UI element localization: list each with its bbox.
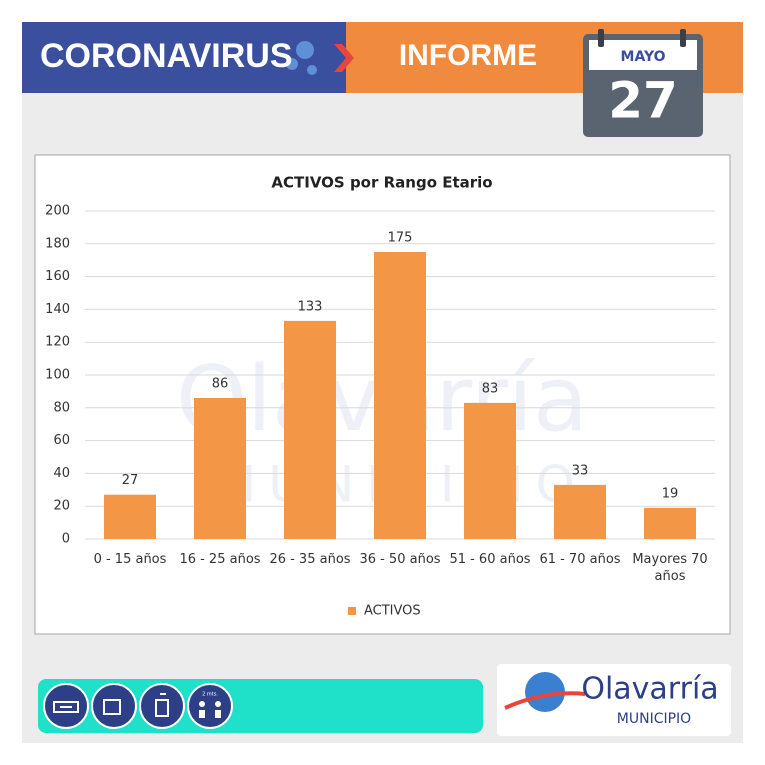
x-tick-label: 26 - 35 años <box>269 552 351 567</box>
bar <box>374 252 426 539</box>
calendar-month: MAYO <box>621 49 666 65</box>
x-tick-label: 16 - 25 años <box>179 552 261 567</box>
legend-label: ACTIVOS <box>364 604 421 619</box>
x-tick-label: 51 - 60 años <box>449 552 531 567</box>
y-tick-label: 80 <box>53 400 70 415</box>
bar <box>104 494 156 539</box>
bar <box>194 397 246 539</box>
data-label: 133 <box>298 299 323 314</box>
logo-sub: MUNICIPIO <box>617 711 691 727</box>
y-tick-label: 60 <box>53 433 70 448</box>
calendar <box>583 29 703 137</box>
header-title: CORONAVIRUS <box>40 37 293 75</box>
data-label: 83 <box>482 381 499 396</box>
y-tick-label: 160 <box>45 269 70 284</box>
logo-swoosh <box>504 691 586 710</box>
legend-swatch <box>348 607 356 615</box>
bar <box>644 507 696 539</box>
x-tick-label: 0 - 15 años <box>93 552 167 567</box>
y-tick-label: 200 <box>45 204 70 219</box>
data-label: 33 <box>572 463 589 478</box>
data-label: 27 <box>122 473 139 488</box>
header-subtitle: INFORME <box>399 39 537 72</box>
x-tick-label: 36 - 50 años <box>359 552 441 567</box>
virus-icon <box>286 41 317 75</box>
logo-mark <box>525 672 565 712</box>
header-left <box>22 22 346 93</box>
arrow-icon <box>334 44 354 72</box>
y-tick-label: 140 <box>45 302 70 317</box>
y-tick-label: 180 <box>45 236 70 251</box>
y-tick-label: 100 <box>45 368 70 383</box>
x-tick-label: 61 - 70 años <box>539 552 621 567</box>
bar <box>554 484 606 539</box>
chart-title: ACTIVOS por Rango Etario <box>271 174 492 192</box>
distance-label: 2 mts. <box>202 692 218 698</box>
bar <box>464 402 516 539</box>
tip-icons <box>43 683 233 729</box>
y-tick-label: 0 <box>62 532 70 547</box>
logo-name: Olavarría <box>581 672 718 707</box>
y-tick-label: 20 <box>53 499 70 514</box>
calendar-day: 27 <box>608 72 678 130</box>
y-tick-label: 120 <box>45 335 70 350</box>
data-label: 19 <box>662 486 679 501</box>
x-tick-label: Mayores 70 años <box>632 552 708 584</box>
y-tick-label: 40 <box>53 466 70 481</box>
data-label: 175 <box>388 231 413 246</box>
data-label: 86 <box>212 376 229 391</box>
bar <box>284 320 336 539</box>
